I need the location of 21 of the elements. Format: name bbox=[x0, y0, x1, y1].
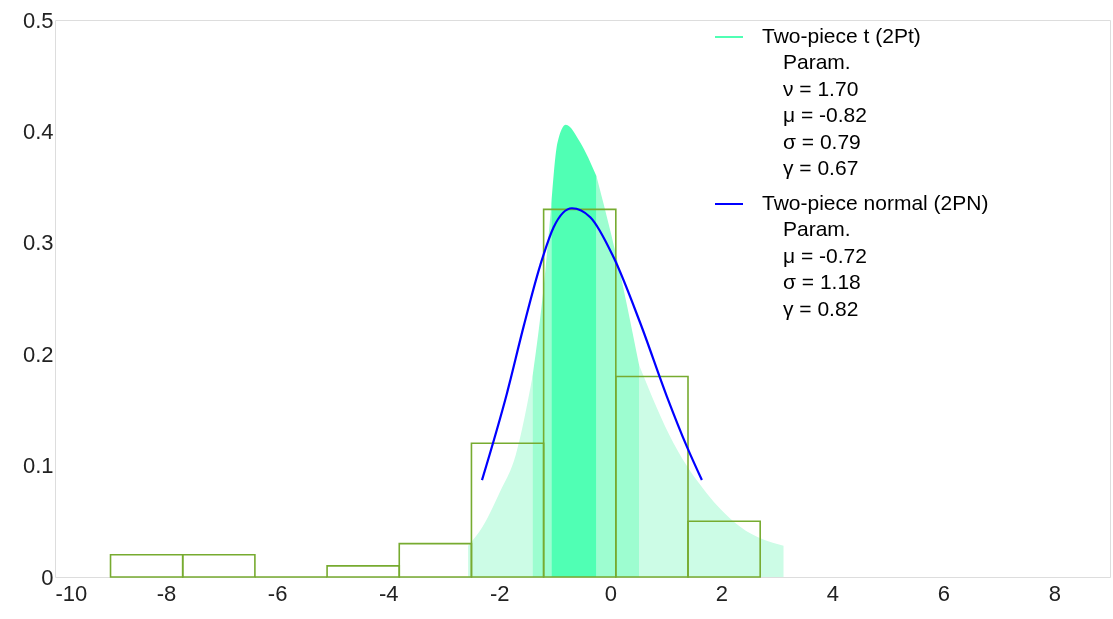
x-tick-label: -6 bbox=[267, 580, 288, 606]
annotation: Param. μ = -0.72 σ = 1.18 γ = 0.82 bbox=[783, 217, 867, 320]
y-tick-label: 0.4 bbox=[22, 118, 54, 144]
x-tick-label: 6 bbox=[937, 580, 951, 606]
legend-label: Two-piece t (2Pt) bbox=[762, 24, 921, 47]
y-tick-label: 0.3 bbox=[22, 230, 54, 256]
y-tick-label: 0 bbox=[41, 564, 54, 590]
x-tick-label: 0 bbox=[604, 580, 617, 606]
x-tick-label: -4 bbox=[378, 580, 399, 606]
x-tick-label: -10 bbox=[55, 580, 88, 606]
x-tick-label: -2 bbox=[489, 580, 510, 606]
x-tick-label: 4 bbox=[826, 580, 839, 606]
y-tick-label: 0.5 bbox=[22, 7, 54, 33]
line-series bbox=[480, 207, 703, 482]
annotation: Param. ν = 1.70 μ = -0.82 σ = 0.79 γ = 0.67 bbox=[783, 50, 867, 180]
y-tick-label: 0.1 bbox=[22, 453, 54, 479]
x-tick-label: -8 bbox=[156, 580, 177, 606]
legend-label: Two-piece normal (2PN) bbox=[762, 191, 989, 214]
x-tick-label: 8 bbox=[1048, 580, 1062, 606]
x-tick-label: 2 bbox=[715, 580, 728, 606]
y-tick-label: 0.2 bbox=[22, 341, 54, 367]
